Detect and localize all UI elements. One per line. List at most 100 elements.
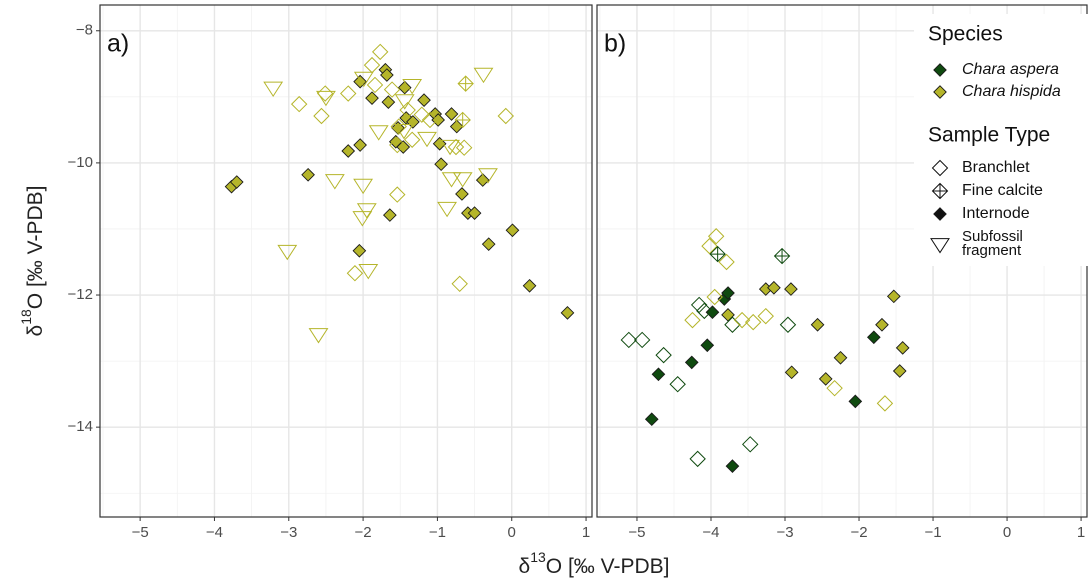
legend-background — [914, 14, 1090, 266]
x-axis-title: δ13O [‰ V-PDB] — [519, 549, 670, 578]
point — [290, 95, 308, 113]
point — [773, 247, 791, 265]
legend-label: Internode — [962, 205, 1030, 222]
x-tick-label: 1 — [582, 524, 590, 541]
point — [381, 95, 396, 109]
point — [399, 101, 416, 119]
point — [413, 106, 431, 123]
point — [876, 395, 894, 412]
x-tick-label: −2 — [850, 524, 867, 541]
point — [655, 346, 672, 364]
point — [669, 376, 686, 393]
point — [449, 119, 464, 134]
point — [358, 264, 379, 280]
point — [389, 136, 406, 154]
point — [402, 79, 423, 95]
x-tick-label: −4 — [206, 524, 223, 541]
legend-label-line: Branchlet — [962, 159, 1030, 176]
point — [432, 136, 447, 151]
point — [721, 286, 735, 300]
legend-label: Chara hispida — [962, 83, 1061, 100]
point — [403, 131, 421, 148]
point — [478, 168, 498, 184]
point — [725, 459, 740, 473]
point — [644, 412, 659, 427]
point — [833, 350, 848, 365]
x-tick-label: 0 — [508, 524, 516, 541]
x-title-part: O [‰ V-PDB] — [546, 555, 670, 578]
legend-key — [933, 63, 947, 77]
point — [757, 307, 774, 325]
point — [651, 367, 666, 382]
point — [707, 228, 725, 245]
point — [447, 138, 465, 156]
x-title-part: δ — [519, 555, 531, 578]
panel-background — [100, 5, 592, 517]
x-tick-label: −3 — [776, 524, 793, 541]
point — [522, 278, 537, 293]
point — [353, 74, 367, 89]
x-tick-label: 0 — [1003, 524, 1011, 541]
point — [341, 144, 356, 158]
legend-title: Sample Type — [928, 124, 1050, 147]
point — [892, 364, 907, 378]
point — [560, 306, 575, 320]
point — [263, 81, 284, 98]
point — [406, 115, 420, 129]
point — [313, 107, 330, 125]
legend-title: Species — [928, 23, 1003, 46]
panel — [99, 4, 593, 518]
point — [784, 282, 798, 296]
legend-key — [933, 207, 947, 221]
point — [356, 203, 377, 219]
point — [352, 211, 373, 227]
legend-label-line: Internode — [962, 205, 1030, 222]
point — [875, 317, 889, 332]
x-title-sup: 13 — [530, 549, 546, 565]
point — [394, 94, 415, 110]
y-tick-label: −12 — [68, 286, 93, 303]
point — [505, 223, 520, 238]
legend-label: Chara aspera — [962, 61, 1059, 78]
point — [767, 280, 781, 295]
point — [397, 80, 412, 95]
point — [744, 313, 762, 331]
point — [866, 330, 881, 345]
point — [451, 275, 468, 292]
point — [394, 123, 414, 140]
point — [277, 244, 298, 261]
x-tick-label: 1 — [1077, 524, 1085, 541]
point — [383, 208, 397, 222]
x-tick-label: −5 — [628, 524, 645, 541]
point — [826, 379, 843, 397]
y-title-part: O [‰ V-PDB] — [24, 186, 47, 310]
point — [371, 43, 389, 61]
point — [389, 186, 406, 203]
y-title-sup: 18 — [18, 309, 34, 325]
point — [784, 365, 799, 380]
point — [779, 316, 797, 333]
point — [368, 125, 389, 141]
point — [684, 355, 699, 370]
point — [709, 245, 726, 263]
point — [742, 436, 759, 453]
point — [718, 253, 735, 271]
legend-label-line: fragment — [962, 242, 1022, 259]
point — [455, 139, 473, 156]
x-tick-label: −3 — [280, 524, 297, 541]
point — [324, 174, 345, 190]
point — [818, 372, 833, 386]
panel-label: b) — [604, 30, 626, 58]
point — [895, 341, 910, 355]
point — [352, 243, 367, 258]
point — [437, 201, 457, 218]
legend-label: Fine calcite — [962, 182, 1043, 199]
point — [620, 331, 638, 349]
point — [690, 296, 708, 314]
panel-label: a) — [107, 30, 129, 58]
y-title-part: δ — [24, 325, 47, 337]
point — [689, 450, 706, 468]
point — [457, 75, 474, 92]
legend-key — [931, 182, 949, 200]
